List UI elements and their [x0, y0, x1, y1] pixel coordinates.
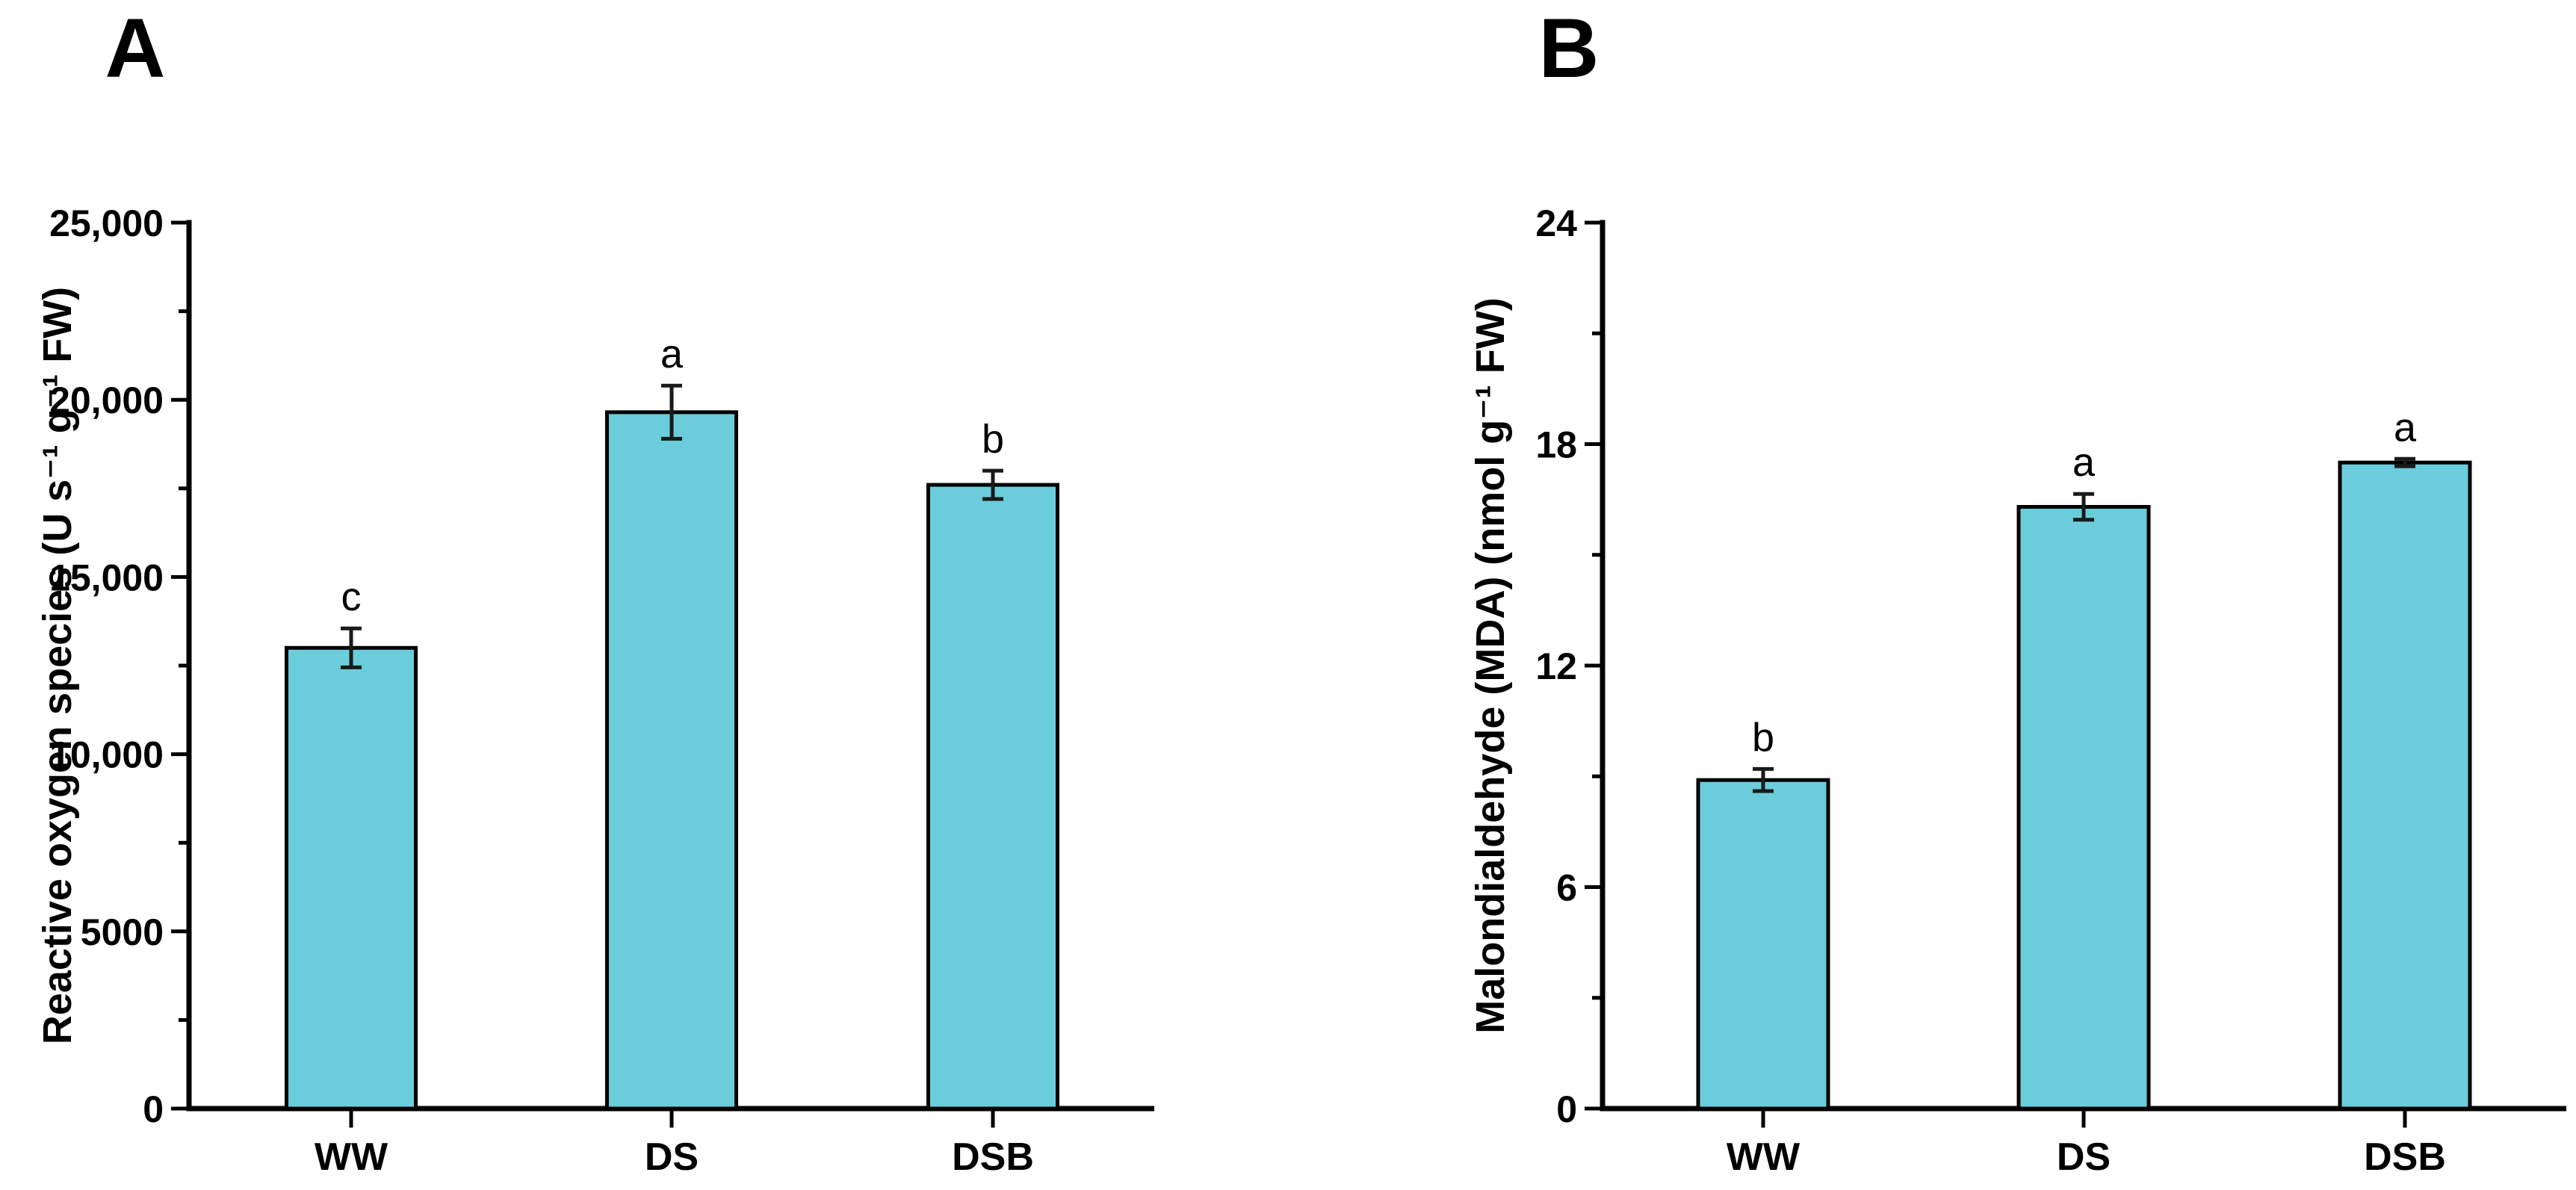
y-tick-label: 6	[1556, 867, 1577, 909]
y-axis-title: Malondialdehyde (MDA) (nmol g⁻¹ FW)	[1468, 297, 1513, 1033]
y-tick-label: 0	[1556, 1088, 1577, 1130]
x-tick-label-ds: DS	[645, 1135, 699, 1179]
sig-letter: a	[2072, 440, 2096, 485]
y-tick-label: 0	[143, 1088, 164, 1130]
y-tick-label: 5000	[81, 911, 164, 953]
bar-dsb	[926, 483, 1059, 1111]
y-axis-title: Reactive oxygen species (U s⁻¹ g⁻¹ FW)	[35, 287, 80, 1044]
y-tick-label: 15,000	[49, 557, 164, 598]
bar-ww	[285, 645, 418, 1111]
panel-letter-a: A	[105, 1, 166, 95]
sig-letter: a	[660, 332, 684, 376]
panel-letter-b: B	[1539, 1, 1600, 95]
sig-letter: c	[341, 574, 362, 619]
y-tick-label: 25,000	[49, 202, 164, 244]
y-tick-label: 18	[1535, 424, 1577, 466]
y-tick-label: 24	[1535, 202, 1577, 244]
bar-dsb	[2338, 460, 2472, 1111]
bar-ds	[2016, 505, 2151, 1111]
bar-ww	[1696, 778, 1830, 1111]
x-tick-label-dsb: DSB	[2364, 1135, 2446, 1179]
sig-letter: b	[1752, 715, 1774, 760]
y-tick-label: 12	[1535, 645, 1577, 687]
sig-letter: b	[982, 417, 1004, 462]
y-tick-label: 10,000	[49, 734, 164, 776]
x-tick-label-ds: DS	[2057, 1135, 2111, 1179]
x-tick-label-ww: WW	[315, 1135, 388, 1179]
x-tick-label-dsb: DSB	[952, 1135, 1034, 1179]
x-tick-label-ww: WW	[1727, 1135, 1801, 1179]
bar-ds	[605, 410, 738, 1111]
y-tick-label: 20,000	[49, 379, 164, 421]
sig-letter: a	[2394, 405, 2417, 450]
